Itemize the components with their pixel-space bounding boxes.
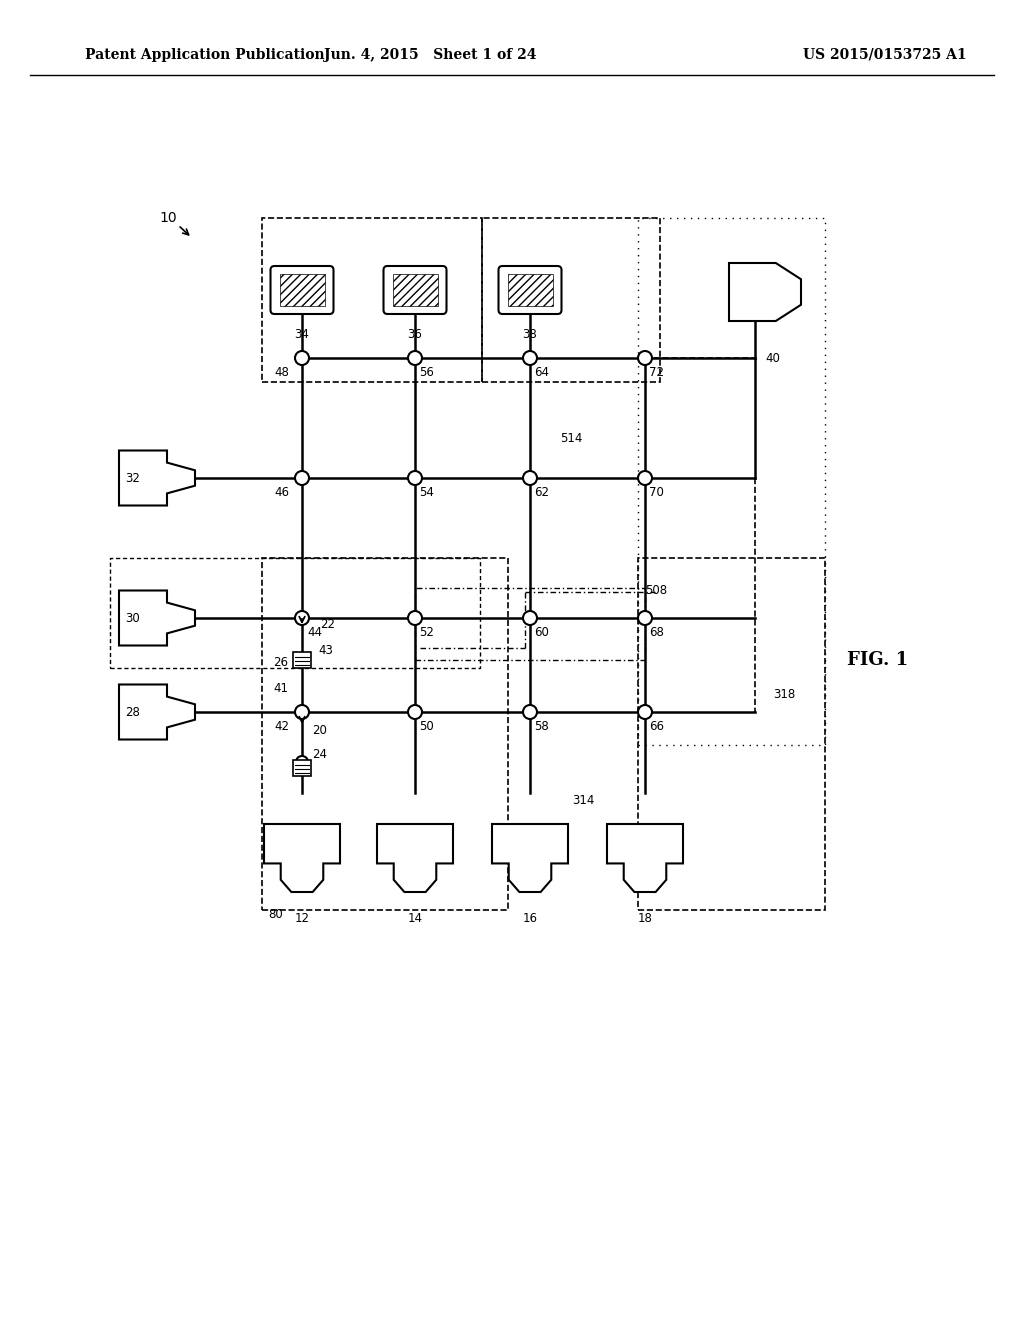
Text: 508: 508 <box>645 583 667 597</box>
Text: 32: 32 <box>125 471 140 484</box>
Text: Patent Application Publication: Patent Application Publication <box>85 48 325 62</box>
Text: 42: 42 <box>274 719 289 733</box>
Bar <box>293 760 311 776</box>
Text: 48: 48 <box>274 366 289 379</box>
Polygon shape <box>119 450 195 506</box>
Text: 68: 68 <box>649 626 664 639</box>
Text: 22: 22 <box>319 619 335 631</box>
Bar <box>262 218 482 381</box>
Circle shape <box>408 705 422 719</box>
Bar <box>638 218 825 744</box>
Circle shape <box>523 471 537 484</box>
Circle shape <box>638 351 652 366</box>
Circle shape <box>638 611 652 624</box>
Polygon shape <box>119 685 195 739</box>
Bar <box>293 652 311 668</box>
Text: 41: 41 <box>273 681 288 694</box>
Circle shape <box>523 351 537 366</box>
Circle shape <box>295 471 309 484</box>
Text: 12: 12 <box>295 912 309 924</box>
Text: FIG. 1: FIG. 1 <box>848 651 908 669</box>
Polygon shape <box>492 824 568 892</box>
Polygon shape <box>377 824 453 892</box>
Text: Jun. 4, 2015   Sheet 1 of 24: Jun. 4, 2015 Sheet 1 of 24 <box>324 48 537 62</box>
Text: 43: 43 <box>318 644 333 656</box>
Text: US 2015/0153725 A1: US 2015/0153725 A1 <box>803 48 967 62</box>
Bar <box>280 275 325 306</box>
Text: 28: 28 <box>125 705 140 718</box>
Bar <box>638 558 825 909</box>
Text: 70: 70 <box>649 486 664 499</box>
Text: 56: 56 <box>419 366 434 379</box>
Text: 514: 514 <box>560 432 583 445</box>
Polygon shape <box>119 590 195 645</box>
Bar <box>110 558 480 668</box>
Circle shape <box>638 705 652 719</box>
Text: 60: 60 <box>534 626 549 639</box>
Text: 26: 26 <box>273 656 288 668</box>
Text: 64: 64 <box>534 366 549 379</box>
Text: 50: 50 <box>419 719 434 733</box>
Text: 40: 40 <box>765 351 780 364</box>
Polygon shape <box>607 824 683 892</box>
Circle shape <box>295 611 309 624</box>
Text: 52: 52 <box>419 626 434 639</box>
Bar <box>482 218 660 381</box>
Bar <box>415 587 645 660</box>
Text: 30: 30 <box>125 611 140 624</box>
Polygon shape <box>264 824 340 892</box>
Text: 24: 24 <box>312 748 327 762</box>
FancyBboxPatch shape <box>384 267 446 314</box>
Circle shape <box>296 756 308 768</box>
FancyBboxPatch shape <box>270 267 334 314</box>
Circle shape <box>295 705 309 719</box>
Circle shape <box>408 471 422 484</box>
Bar <box>262 558 508 909</box>
Circle shape <box>408 351 422 366</box>
Text: 318: 318 <box>773 689 796 701</box>
Text: 34: 34 <box>295 329 309 342</box>
Text: 44: 44 <box>307 626 322 639</box>
Text: 46: 46 <box>274 486 289 499</box>
Circle shape <box>523 705 537 719</box>
Text: 16: 16 <box>522 912 538 924</box>
Bar <box>508 275 553 306</box>
Bar <box>392 275 437 306</box>
Text: 80: 80 <box>268 908 283 920</box>
Text: 38: 38 <box>522 329 538 342</box>
Text: 66: 66 <box>649 719 664 733</box>
Circle shape <box>523 611 537 624</box>
Text: 54: 54 <box>419 486 434 499</box>
Text: 20: 20 <box>312 723 327 737</box>
Text: 58: 58 <box>534 719 549 733</box>
Text: 314: 314 <box>572 793 594 807</box>
Text: 10: 10 <box>159 211 177 224</box>
Text: 18: 18 <box>638 912 652 924</box>
Circle shape <box>408 611 422 624</box>
Circle shape <box>295 351 309 366</box>
Text: 62: 62 <box>534 486 549 499</box>
Text: 72: 72 <box>649 366 664 379</box>
Polygon shape <box>729 263 801 321</box>
Text: 36: 36 <box>408 329 423 342</box>
Circle shape <box>638 471 652 484</box>
FancyBboxPatch shape <box>499 267 561 314</box>
Text: 14: 14 <box>408 912 423 924</box>
